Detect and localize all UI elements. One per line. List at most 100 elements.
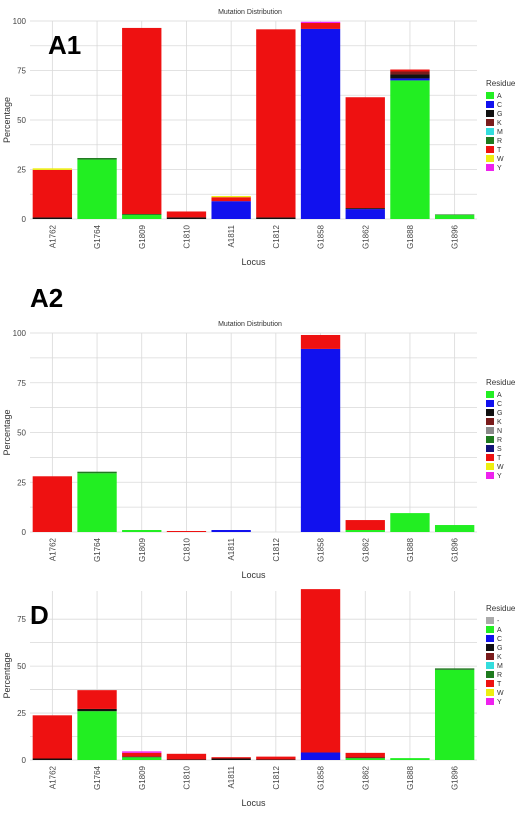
chart-panel-a2: 0 25 50 75 100 A1762 G1764 G1809 C1810 A1811 C1812… (2, 283, 516, 580)
x-tick-label: A1762 (48, 224, 57, 248)
bar-segment-g1888-a (390, 80, 430, 220)
bar-segment-g1858-t (300, 22, 341, 29)
chart-panel-a1: 0 25 50 75 100 A1762 G1764 G1809 C1810 A1811 C1812… (2, 9, 516, 267)
legend-swatch-t (486, 680, 494, 687)
bar-segment-g1896-r (434, 668, 475, 670)
legend-swatch-a (486, 391, 494, 398)
bar-segment-g1809-t (122, 752, 162, 757)
bar-segment-a1811-c (211, 201, 251, 219)
legend-swatch-w (486, 155, 494, 162)
bar-segment-c1810-g (166, 217, 207, 219)
bar-segment-g1862-a (345, 530, 385, 532)
bar-segment-g1764-a (77, 473, 117, 532)
legend-label: R (497, 138, 502, 145)
x-tick-label: G1896 (451, 224, 460, 249)
legend-swatch-t (486, 454, 494, 461)
bar-segment-g1764-t (77, 690, 117, 709)
y-tick-label: 25 (17, 166, 26, 175)
x-tick-label: G1809 (138, 765, 147, 790)
legend-label: K (497, 419, 502, 426)
x-tick-label: G1858 (317, 224, 326, 249)
legend-label: C (497, 401, 502, 408)
bar-segment-a1762-g (32, 217, 73, 219)
x-tick-label: C1810 (182, 765, 191, 789)
x-tick-label: G1862 (361, 537, 370, 562)
bar-segment-g1809-r (122, 214, 162, 216)
legend-label: M (497, 663, 503, 670)
panel-label: D (30, 600, 49, 630)
legend-swatch-a (486, 92, 494, 99)
legend-swatch-c (486, 400, 494, 407)
legend-label: S (497, 446, 502, 453)
bar-segment-a1811-c (211, 530, 251, 532)
legend-swatch-k (486, 119, 494, 126)
y-axis-title: Percentage (2, 409, 12, 455)
legend-label: Y (497, 165, 502, 172)
bar-segment-g1862-t (345, 752, 385, 758)
legend-label: - (497, 618, 500, 625)
y-tick-label: 100 (13, 17, 27, 26)
bar-segment-a1762-t (32, 476, 73, 532)
legend-label: A (497, 392, 502, 399)
legend-swatch-gap (486, 617, 494, 624)
legend-label: K (497, 120, 502, 127)
x-tick-label: G1764 (93, 537, 102, 562)
x-tick-label: G1858 (317, 765, 326, 790)
y-tick-label: 75 (17, 379, 26, 388)
x-tick-label: A1762 (48, 537, 57, 561)
legend-label: A (497, 93, 502, 100)
legend-swatch-r (486, 436, 494, 443)
bar-segment-g1858-c (300, 28, 341, 220)
bar-segment-g1888-a (390, 513, 430, 532)
legend-label: Y (497, 473, 502, 480)
legend-swatch-n (486, 427, 494, 434)
x-tick-label: G1809 (138, 537, 147, 562)
chart-panel-d: 0 25 50 75 A1762 G1764 G1809 C1810 A1811 C1812 G18… (2, 589, 516, 808)
bar-segment-a1762-w (32, 168, 73, 170)
bar-segment-g1858-c (300, 348, 341, 532)
bar-segment-g1764-r (77, 471, 117, 474)
bar-segment-g1809-a (122, 757, 162, 760)
legend-label: T (497, 147, 502, 154)
y-tick-label: 50 (17, 662, 26, 671)
legend-swatch-w (486, 689, 494, 696)
legend-label: R (497, 437, 502, 444)
x-tick-label: A1811 (227, 765, 236, 788)
legend-swatch-y (486, 472, 494, 479)
bar-segment-g1809-a (122, 215, 162, 219)
chart-title: Mutation Distribution (218, 9, 282, 16)
legend-swatch-s (486, 445, 494, 452)
x-tick-label: G1888 (406, 765, 415, 790)
bar-segment-g1862-t (345, 97, 385, 209)
bar-segment-c1812-g (256, 217, 296, 219)
legend-label: W (497, 690, 504, 697)
bar-segment-c1810-t (166, 531, 207, 532)
bar-segment-a1762-t (32, 169, 73, 218)
x-axis-title: Locus (241, 798, 266, 808)
legend-swatch-g (486, 644, 494, 651)
y-axis-title: Percentage (2, 652, 12, 698)
legend-label: C (497, 102, 502, 109)
legend-label: W (497, 156, 504, 163)
bar-segment-c1810-t (166, 211, 207, 218)
x-tick-label: C1812 (272, 537, 281, 561)
y-tick-label: 50 (17, 429, 26, 438)
bar-segment-g1809-a (122, 530, 162, 532)
y-tick-label: 50 (17, 116, 26, 125)
bar-segment-g1888-k (390, 71, 430, 75)
bar-segment-g1862-t (345, 520, 385, 531)
bar-segment-g1764-a (77, 159, 117, 219)
bar-segment-g1858-t (300, 334, 341, 349)
bar-segment-g1858-t (300, 589, 341, 753)
x-tick-label: A1762 (48, 765, 57, 789)
x-tick-label: G1862 (361, 765, 370, 790)
legend-label: A (497, 627, 502, 634)
legend-swatch-r (486, 137, 494, 144)
legend-label: T (497, 681, 502, 688)
legend-swatch-c (486, 101, 494, 108)
y-tick-label: 75 (17, 67, 26, 76)
bar-segment-g1888-a (390, 758, 430, 760)
bar-segment-g1896-a (434, 525, 475, 532)
y-tick-label: 0 (22, 528, 27, 537)
